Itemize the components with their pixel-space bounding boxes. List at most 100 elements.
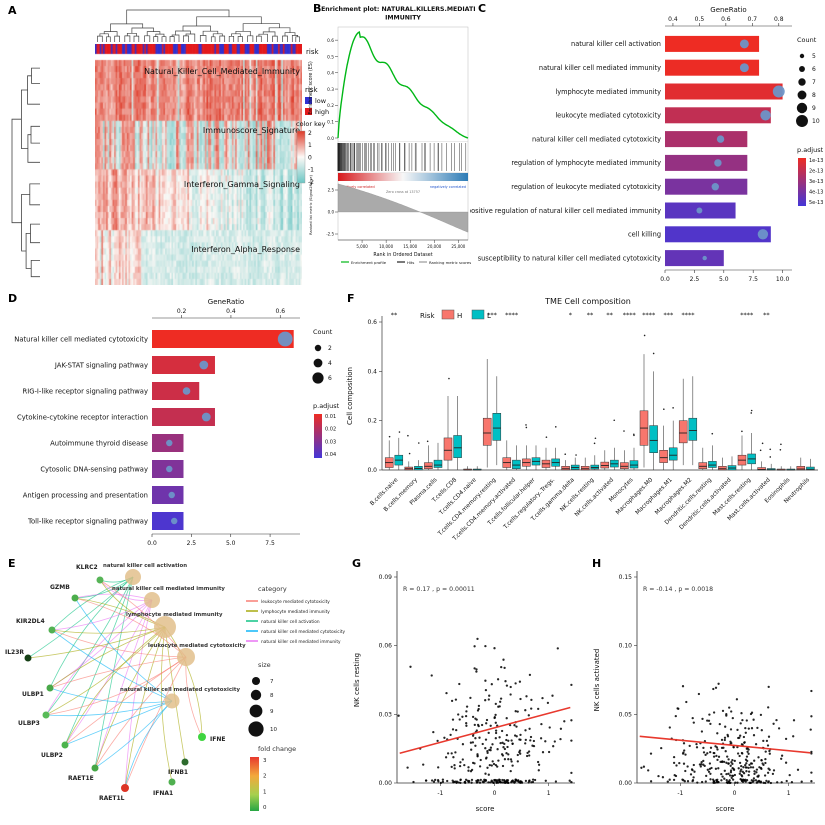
group-swatch (471, 309, 485, 320)
box (453, 435, 462, 458)
gene-node (198, 733, 206, 741)
gene-label: IFNA1 (153, 790, 173, 797)
panel-letter-b: B (313, 2, 322, 15)
gsea-legend-label: Hits (407, 260, 414, 265)
svg-text:8: 8 (812, 92, 816, 99)
svg-text:3: 3 (263, 758, 267, 764)
pathway-label: Antigen processing and presentation (23, 491, 148, 499)
kegg-enrichment-plot: GeneRatio 0.2 0.4 0.6 Natural killer cell me… (14, 298, 340, 547)
color-key-gradient (296, 130, 306, 184)
enrichment-bar (152, 512, 184, 530)
box (796, 466, 806, 471)
gene-node (48, 626, 56, 634)
heatmap-row-label: Interferon_Gamma_Signaling (184, 180, 300, 189)
pathway-hub-label: natural killer cell activation (103, 563, 187, 569)
group-label: L (487, 312, 491, 320)
pathway-hub-node (177, 648, 195, 666)
significance-mark: ** (606, 311, 613, 319)
generatio-dot (760, 110, 771, 121)
size-legend-dot (248, 721, 264, 737)
enrichment-bar (152, 382, 200, 400)
generatio-dot (696, 207, 703, 214)
enrichment-bar (152, 486, 184, 504)
pathway-label: leukocyte mediated cytotoxicity (555, 112, 661, 120)
significance-mark: **** (682, 311, 696, 319)
gene-label: IFNE (210, 736, 225, 743)
svg-text:10: 10 (270, 727, 277, 733)
risk-legend-title: risk (305, 86, 318, 94)
panel-f-boxplots: F TME Cell composition Risk H L 0.0 0.2 0.4 0.6… (340, 290, 825, 555)
svg-text:0.00: 0.00 (619, 780, 633, 787)
svg-text:0.00: 0.00 (379, 780, 393, 787)
svg-text:0.7: 0.7 (748, 16, 758, 23)
rank-axis-label: Rank in Ordered Dataset (373, 252, 432, 258)
box (433, 459, 443, 468)
panel-letter-c: C (478, 2, 487, 15)
generatio-dot (171, 517, 178, 525)
box (424, 462, 433, 470)
count-legend-dot (796, 115, 808, 127)
network-edges (27, 576, 203, 789)
svg-text:2e-13: 2e-13 (809, 169, 823, 175)
positively-correlated-text: positively correlated (340, 185, 375, 189)
enrichment-bar (665, 178, 748, 195)
svg-text:0: 0 (733, 790, 737, 797)
panel-letter-g: G (352, 557, 362, 570)
size-legend-dot (250, 689, 262, 701)
gene-node (181, 758, 189, 766)
svg-text:-2.5: -2.5 (326, 232, 334, 237)
pathway-label: positive regulation of natural killer ce… (470, 207, 661, 215)
box (757, 467, 766, 471)
box (698, 462, 708, 470)
svg-text:0.03: 0.03 (325, 439, 336, 445)
box (620, 462, 629, 470)
gene-label: RAET1L (99, 795, 125, 802)
padjust-legend-title: p.adjust (313, 402, 340, 410)
svg-text:7: 7 (270, 679, 274, 685)
count-legend-dot (799, 53, 805, 59)
svg-text:10,000: 10,000 (379, 244, 393, 249)
row-dendrogram (11, 67, 40, 278)
box (649, 425, 658, 453)
panel-h-scatter: H 0.00 0.05 0.10 0.15 -1 0 1 score NK cells acti… (585, 555, 825, 825)
svg-text:20,000: 20,000 (427, 244, 441, 249)
y-axis-label: NK cells resting (353, 653, 361, 707)
trend-line (399, 706, 571, 755)
svg-text:2.5: 2.5 (187, 540, 197, 547)
gene-node (46, 684, 54, 692)
svg-text:5e-13: 5e-13 (809, 200, 823, 206)
scatter-points (640, 682, 813, 785)
risk-legend-label: low (315, 97, 327, 105)
generatio-dot (739, 39, 749, 49)
generatio-dot (277, 331, 293, 347)
padjust-legend-title: p.adjust (797, 146, 824, 154)
pathway-label: natural killer cell mediated immunity (539, 64, 661, 72)
svg-text:10: 10 (812, 118, 820, 125)
risk-legend-swatch (305, 108, 312, 115)
pathway-label: Cytokine-cytokine receptor interaction (17, 413, 148, 421)
pathway-label: RIG-I-like receptor signaling pathway (22, 387, 148, 395)
gene-node (168, 778, 176, 786)
svg-text:5.0: 5.0 (719, 276, 729, 283)
pathway-label: Cytosolic DNA-sensing pathway (40, 465, 148, 473)
gene-label: ULBP1 (22, 691, 44, 698)
pathway-label: regulation of leukocyte mediated cytotox… (511, 183, 661, 191)
gene-label: KLRC2 (76, 564, 98, 571)
generatio-dot (182, 387, 191, 395)
zero-cross-text: Zero cross at 13757 (386, 190, 420, 194)
panel-c-go-enrichment: C GeneRatio 0.4 0.5 0.6 0.7 0.8 natural killer… (470, 0, 825, 290)
svg-text:4e-13: 4e-13 (809, 190, 823, 196)
risk-legend-label: high (315, 108, 329, 116)
panel-letter-a: A (8, 4, 17, 17)
pathway-label: natural killer cell activation (571, 40, 661, 48)
generatio-dot (168, 491, 175, 499)
svg-text:25,000: 25,000 (451, 244, 465, 249)
gsea-title: IMMUNITY (385, 15, 421, 22)
box (580, 466, 590, 471)
significance-mark: **** (505, 311, 519, 319)
pathway-label: cell killing (628, 231, 661, 239)
panel-letter-h: H (592, 557, 602, 570)
enrichment-bar (665, 250, 724, 267)
heatmap-canvas (95, 44, 302, 285)
svg-text:2.5: 2.5 (328, 188, 335, 193)
